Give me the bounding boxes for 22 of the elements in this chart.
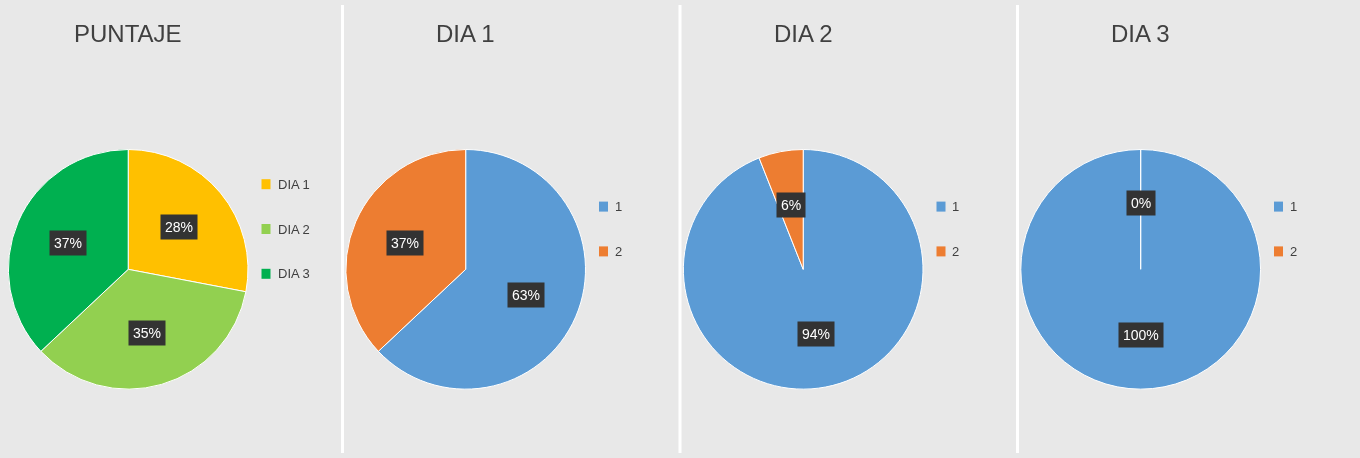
data-label: 28% <box>165 219 194 235</box>
data-label: 100% <box>1123 327 1159 343</box>
legend-label: 1 <box>952 199 960 214</box>
legend-label: DIA 3 <box>278 266 310 281</box>
data-label: 37% <box>54 235 83 251</box>
data-label: 35% <box>133 325 162 341</box>
data-label: 6% <box>781 197 802 213</box>
legend-label: 2 <box>615 244 623 259</box>
legend-label: 1 <box>615 199 623 214</box>
chart-title: DIA 3 <box>1111 20 1170 47</box>
chart-title: PUNTAJE <box>74 20 182 47</box>
legend-label: 2 <box>952 244 960 259</box>
data-label: 37% <box>391 235 420 251</box>
legend-label: 1 <box>1290 199 1298 214</box>
chart-title: DIA 1 <box>436 20 495 47</box>
text: 0% <box>1131 195 1152 211</box>
chart-title: DIA 2 <box>774 20 833 47</box>
legend-label: DIA 1 <box>278 177 310 192</box>
data-label: 63% <box>512 287 541 303</box>
data-label: 94% <box>802 326 831 342</box>
legend-label: 2 <box>1290 244 1298 259</box>
legend-label: DIA 2 <box>278 222 310 237</box>
